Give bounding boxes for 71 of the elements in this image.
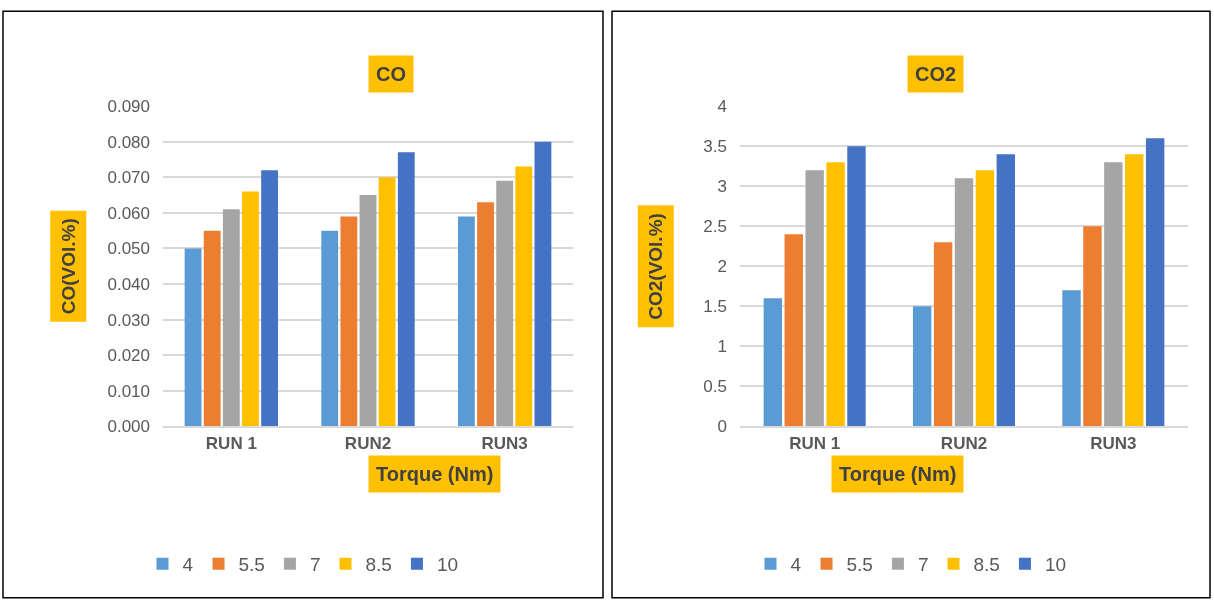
bar bbox=[184, 248, 202, 427]
y-tick-label: 1.5 bbox=[703, 297, 727, 317]
y-axis-title: CO(VOl.%) bbox=[57, 218, 79, 315]
chart-title: CO bbox=[376, 63, 406, 85]
bar bbox=[826, 162, 845, 427]
bar bbox=[805, 170, 824, 427]
y-tick-label: 0.050 bbox=[107, 239, 150, 259]
x-axis-title: Torque (Nm) bbox=[839, 463, 957, 485]
x-tick-label: RUN3 bbox=[1090, 433, 1137, 453]
y-tick-label: 2.5 bbox=[703, 217, 727, 237]
y-tick-label: 0.020 bbox=[107, 346, 150, 366]
legend-label: 7 bbox=[917, 554, 929, 576]
y-tick-label: 0 bbox=[717, 417, 727, 437]
bar bbox=[847, 146, 866, 427]
y-tick-label: 3.5 bbox=[703, 137, 727, 157]
bar bbox=[1104, 162, 1123, 427]
chart-title: CO2 bbox=[915, 63, 957, 85]
y-tick-label: 0.5 bbox=[703, 377, 727, 397]
legend-label: 5.5 bbox=[238, 554, 265, 576]
y-tick-label: 3 bbox=[717, 177, 727, 197]
bar bbox=[534, 141, 552, 427]
bar bbox=[359, 195, 377, 427]
y-tick-label: 4 bbox=[717, 97, 727, 117]
bar bbox=[933, 242, 953, 427]
legend-label: 10 bbox=[436, 554, 459, 576]
legend-label: 5.5 bbox=[846, 554, 873, 576]
x-tick-label: RUN2 bbox=[344, 433, 392, 453]
bar bbox=[340, 216, 358, 427]
bar bbox=[1083, 226, 1102, 427]
y-tick-label: 0.030 bbox=[107, 310, 150, 330]
bar bbox=[912, 306, 932, 427]
bar bbox=[261, 170, 279, 427]
legend-label: 10 bbox=[1044, 554, 1067, 576]
y-tick-label: 0.060 bbox=[107, 203, 150, 223]
bar bbox=[242, 191, 259, 427]
y-tick-label: 0.080 bbox=[107, 132, 150, 152]
x-tick-label: RUN3 bbox=[481, 433, 528, 453]
bar bbox=[397, 152, 415, 427]
bar bbox=[203, 230, 221, 427]
bar bbox=[457, 216, 475, 427]
bar bbox=[496, 180, 514, 427]
y-tick-label: 0.000 bbox=[107, 417, 150, 437]
bar bbox=[763, 298, 783, 427]
bar bbox=[1125, 154, 1144, 427]
y-tick-label: 1 bbox=[717, 337, 727, 357]
x-tick-label: RUN2 bbox=[940, 433, 988, 453]
y-tick-label: 0.040 bbox=[107, 275, 150, 295]
y-tick-label: 2 bbox=[717, 257, 727, 277]
x-tick-label: RUN 1 bbox=[205, 433, 257, 453]
y-axis-title: CO2(VOl.%) bbox=[645, 213, 667, 320]
legend-label: 7 bbox=[309, 554, 321, 576]
bar bbox=[1145, 138, 1165, 427]
x-axis-title: Torque (Nm) bbox=[376, 463, 494, 485]
y-tick-label: 0.090 bbox=[107, 97, 150, 117]
bar bbox=[515, 166, 533, 427]
bar bbox=[975, 170, 995, 427]
bar bbox=[784, 234, 803, 427]
legend-label: 8.5 bbox=[365, 554, 392, 576]
x-tick-label: RUN 1 bbox=[789, 433, 841, 453]
bar bbox=[321, 230, 339, 427]
bar bbox=[996, 154, 1016, 427]
bar bbox=[954, 178, 974, 427]
bar bbox=[477, 202, 494, 427]
y-tick-label: 0.010 bbox=[107, 381, 150, 401]
y-tick-label: 0.070 bbox=[107, 168, 150, 188]
legend-label: 4 bbox=[182, 554, 194, 576]
bar bbox=[222, 209, 240, 427]
bar bbox=[378, 177, 396, 427]
bar bbox=[1062, 290, 1081, 427]
legend-label: 8.5 bbox=[973, 554, 1000, 576]
legend-label: 4 bbox=[790, 554, 802, 576]
